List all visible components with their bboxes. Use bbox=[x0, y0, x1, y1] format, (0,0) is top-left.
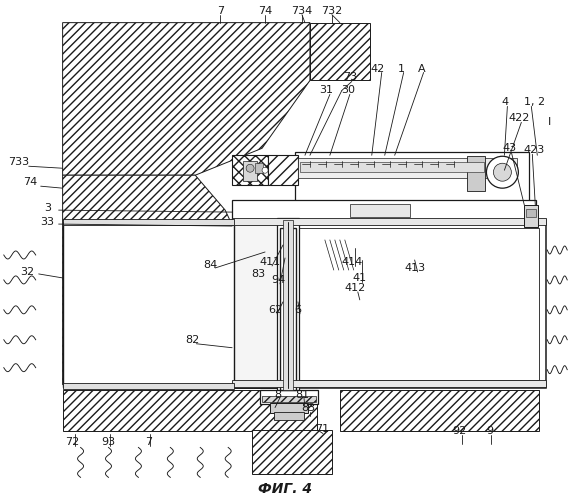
Text: 71: 71 bbox=[315, 424, 329, 434]
Text: 81: 81 bbox=[295, 390, 309, 400]
Text: 62: 62 bbox=[268, 305, 282, 315]
Text: 423: 423 bbox=[524, 146, 545, 156]
Bar bbox=[63, 219, 234, 225]
Polygon shape bbox=[63, 175, 232, 384]
Text: 8: 8 bbox=[275, 390, 282, 400]
Text: 94: 94 bbox=[271, 275, 285, 285]
Bar bbox=[232, 220, 546, 388]
Bar bbox=[467, 156, 486, 191]
Text: 1, 2: 1, 2 bbox=[524, 98, 545, 108]
Text: 41: 41 bbox=[353, 273, 367, 283]
Text: 734: 734 bbox=[291, 6, 312, 16]
Text: 93: 93 bbox=[101, 438, 116, 448]
Bar bbox=[255, 163, 263, 173]
Bar bbox=[300, 162, 484, 172]
Bar bbox=[232, 220, 287, 388]
Text: 414: 414 bbox=[341, 257, 363, 267]
Bar bbox=[270, 402, 308, 412]
Bar bbox=[350, 204, 410, 217]
Bar bbox=[232, 200, 536, 220]
Text: 6: 6 bbox=[295, 305, 302, 315]
Polygon shape bbox=[232, 156, 268, 185]
Bar bbox=[274, 412, 304, 420]
Text: 73: 73 bbox=[343, 72, 357, 83]
Text: 42: 42 bbox=[370, 64, 385, 74]
Bar bbox=[526, 209, 536, 217]
Bar bbox=[340, 390, 539, 432]
Text: 1: 1 bbox=[398, 64, 405, 74]
Text: I: I bbox=[548, 118, 551, 128]
Bar bbox=[240, 228, 539, 380]
Bar bbox=[252, 430, 332, 474]
Text: 72: 72 bbox=[66, 438, 80, 448]
Text: 733: 733 bbox=[8, 157, 29, 167]
Text: 412: 412 bbox=[344, 283, 365, 293]
Text: 3: 3 bbox=[44, 203, 51, 213]
Polygon shape bbox=[63, 22, 310, 175]
Text: 32: 32 bbox=[21, 267, 35, 277]
Bar bbox=[260, 390, 318, 404]
Bar bbox=[524, 205, 538, 227]
Text: 411: 411 bbox=[259, 257, 280, 267]
Circle shape bbox=[494, 163, 511, 181]
Bar bbox=[295, 152, 530, 212]
Text: 74: 74 bbox=[258, 6, 272, 16]
Text: 9: 9 bbox=[486, 426, 493, 436]
Text: A: A bbox=[418, 64, 425, 74]
Text: 30: 30 bbox=[341, 86, 355, 96]
Bar bbox=[262, 396, 316, 402]
Bar bbox=[63, 390, 317, 432]
Circle shape bbox=[486, 156, 518, 188]
Text: 43: 43 bbox=[502, 144, 516, 154]
Bar bbox=[63, 222, 234, 386]
Text: 732: 732 bbox=[321, 6, 343, 16]
Text: ФИГ. 4: ФИГ. 4 bbox=[258, 482, 312, 496]
Bar bbox=[298, 158, 518, 178]
Bar bbox=[232, 380, 546, 386]
Text: 31: 31 bbox=[319, 86, 333, 96]
Text: 92: 92 bbox=[453, 426, 467, 436]
Text: 83: 83 bbox=[301, 402, 315, 412]
Bar bbox=[280, 228, 296, 390]
Text: 413: 413 bbox=[404, 263, 425, 273]
Text: 82: 82 bbox=[185, 335, 199, 345]
Text: 7: 7 bbox=[145, 438, 152, 448]
Text: 7: 7 bbox=[217, 6, 224, 16]
Bar bbox=[277, 218, 299, 392]
Text: 84: 84 bbox=[203, 260, 217, 270]
Bar bbox=[63, 382, 234, 388]
Polygon shape bbox=[310, 22, 370, 80]
Text: 422: 422 bbox=[508, 114, 530, 124]
Polygon shape bbox=[268, 156, 298, 185]
Bar bbox=[243, 161, 257, 181]
Text: 4: 4 bbox=[502, 98, 509, 108]
Text: 74: 74 bbox=[23, 177, 38, 187]
Circle shape bbox=[246, 164, 254, 172]
Circle shape bbox=[262, 167, 268, 173]
Text: 33: 33 bbox=[40, 217, 55, 227]
Bar bbox=[232, 218, 546, 225]
Text: 83: 83 bbox=[251, 269, 265, 279]
Bar bbox=[283, 220, 293, 390]
